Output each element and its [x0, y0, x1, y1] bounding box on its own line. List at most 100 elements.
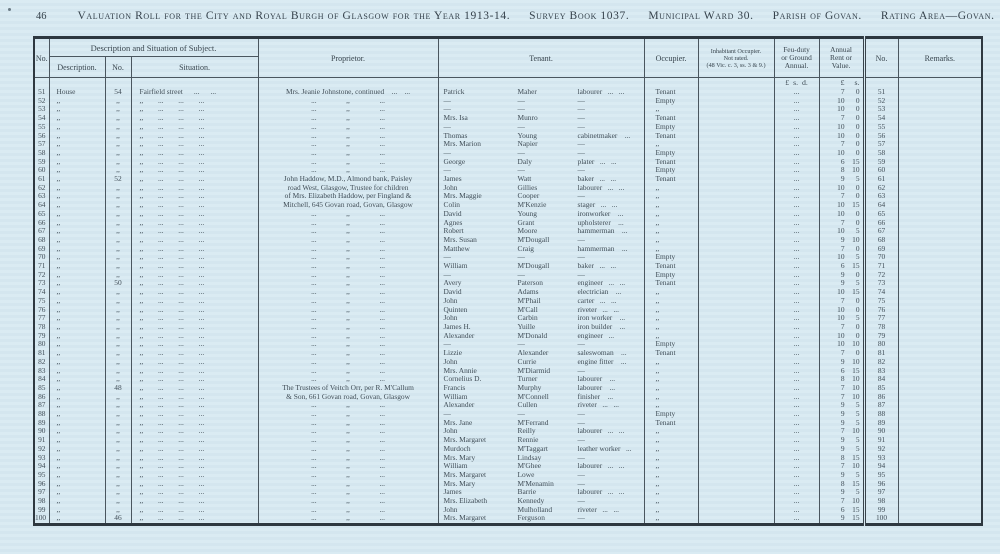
annual-rent-cell: 10 5	[818, 227, 865, 236]
tenant-cell: — — —	[437, 105, 645, 115]
table-row: 85,, 48,, ... ... ... The Trustees of Veit…	[34, 383, 983, 393]
inhabitant-occupier-cell	[697, 192, 775, 202]
tenant-occupation: labourer ... ...	[577, 427, 625, 436]
situation-cell: ,, ... ... ...	[130, 253, 259, 263]
situation-cell: ,, ... ... ...	[130, 305, 259, 315]
feu-duty-cell: ...	[773, 470, 820, 480]
feu-units: £ s. d.	[773, 77, 820, 88]
house-number-cell: ,,	[104, 262, 131, 271]
remarks-cell	[897, 270, 983, 280]
row-number-left: 66	[38, 218, 46, 227]
rent-pounds: 10	[837, 340, 845, 349]
situation-cell: ,, ... ... ...	[130, 183, 259, 193]
house-number-cell: ,,	[104, 270, 131, 280]
annual-rent-cell: 6 15	[818, 366, 865, 376]
row-number-left: 54	[38, 114, 46, 123]
occupier-cell: ,,	[643, 357, 699, 367]
tenant-surname: M'Kenzie	[517, 201, 547, 210]
tenant-occupation: —	[577, 410, 585, 419]
occupier-cell: ,,	[643, 470, 699, 480]
situation-cell: ,, ... ... ...	[130, 262, 259, 271]
house-number-cell: ,,	[104, 427, 131, 437]
remarks-cell	[897, 305, 983, 315]
rent-pounds: 9	[840, 410, 845, 419]
rent-shillings: 15	[852, 157, 860, 166]
description-cell: ,,	[48, 235, 105, 245]
remarks-cell	[897, 410, 983, 419]
tenant-cell: Mrs. Margaret Lowe —	[437, 470, 645, 480]
feu-duty-cell: ...	[773, 497, 820, 506]
header-occupier: Occupier.	[643, 37, 699, 78]
remarks-cell	[897, 479, 983, 489]
rent-shillings: 0	[855, 349, 860, 358]
remarks-cell	[897, 444, 983, 454]
description-cell: ,,	[48, 470, 105, 480]
remarks-cell	[897, 183, 983, 193]
tenant-occupation: —	[577, 192, 585, 201]
tenant-first-name: Patrick	[443, 88, 465, 96]
situation-cell: ,, ... ... ...	[130, 410, 259, 419]
proprietor-cell: ... ,, ...	[257, 488, 439, 498]
tenant-occupation: —	[577, 366, 585, 375]
tenant-cell: James Watt baker ... ...	[437, 175, 645, 184]
table-row: 63,,,,,, ... ... ... of Mrs. Elizabeth Ha…	[34, 192, 983, 202]
rent-pounds: 10	[837, 201, 845, 210]
feu-duty-cell: ...	[773, 357, 820, 367]
proprietor-cell: ... ,, ...	[257, 453, 439, 463]
rent-pounds: 10	[837, 314, 845, 323]
feu-duty-cell: ...	[773, 288, 820, 297]
table-row: 77,,,,,, ... ... ...... ,, ... John Carbin…	[34, 314, 983, 323]
occupier-cell: Tenant	[643, 114, 699, 123]
tenant-cell: Mrs. Mary M'Menamin —	[437, 479, 645, 489]
row-number-right: 84	[862, 375, 899, 384]
tenant-surname: Young	[517, 131, 537, 140]
feu-duty-cell: ...	[773, 401, 820, 411]
row-number-right: 58	[862, 148, 899, 158]
tenant-occupation: —	[577, 514, 585, 523]
inhabitant-occupier-cell	[697, 227, 775, 236]
proprietor-cell: ... ,, ...	[257, 436, 439, 445]
table-row: 57,,,,,, ... ... ...... ,, ... Mrs. Mario…	[34, 140, 983, 149]
occupier-cell: ,,	[643, 305, 699, 315]
rent-pounds: 7	[840, 244, 845, 253]
remarks-cell	[897, 122, 983, 132]
rent-shillings: 5	[855, 470, 860, 479]
rent-pounds: 9	[840, 401, 845, 410]
tenant-surname: Cooper	[517, 192, 540, 201]
rent-shillings: 5	[855, 279, 860, 288]
rent-shillings: 15	[852, 514, 860, 523]
tenant-cell: Matthew Craig hammerman ...	[437, 244, 645, 254]
situation-cell: ,, ... ... ...	[130, 349, 259, 358]
occupier-cell: Empty	[643, 340, 699, 350]
annual-rent-cell: 9 15	[818, 514, 865, 525]
occupier-cell: Tenant	[643, 279, 699, 289]
remarks-cell	[897, 131, 983, 141]
rent-pounds: 7	[840, 427, 845, 436]
table-row: 88,,,,,, ... ... ...... ,, ... — — — Empty..…	[34, 410, 983, 419]
occupier-cell: ,,	[643, 505, 699, 515]
rent-pounds: 10	[837, 105, 845, 114]
house-number-cell: ,,	[104, 314, 131, 323]
tenant-occupation: baker ... ...	[577, 262, 617, 271]
rent-shillings: 0	[855, 122, 860, 131]
tenant-occupation: saleswoman ...	[577, 349, 627, 358]
proprietor-cell: ... ,, ...	[257, 340, 439, 350]
tenant-surname: Munro	[517, 114, 538, 123]
description-cell: ,,	[48, 296, 105, 306]
house-number-cell: ,,	[104, 453, 131, 463]
tenant-first-name: James H.	[443, 322, 471, 331]
rent-shillings: 10	[852, 427, 860, 436]
situation-cell: ,, ... ... ...	[130, 470, 259, 480]
situation-cell: ,, ... ... ...	[130, 322, 259, 332]
tenant-cell: Avery Paterson engineer ... ...	[437, 279, 645, 289]
row-number-right: 65	[862, 209, 899, 219]
row-number-left: 52	[38, 96, 46, 105]
house-number-cell: ,,	[104, 375, 131, 384]
tenant-first-name: —	[443, 122, 451, 131]
tenant-cell: Alexander M'Donald engineer ...	[437, 331, 645, 341]
feu-duty-cell: ...	[773, 235, 820, 245]
situation-cell: ,, ... ... ...	[130, 453, 259, 463]
